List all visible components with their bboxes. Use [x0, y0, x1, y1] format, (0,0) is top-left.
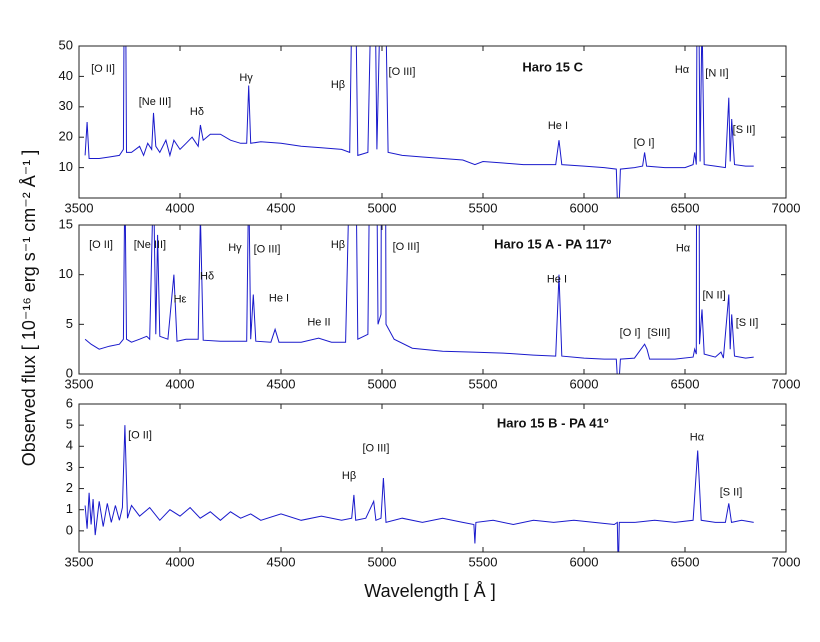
line-label: Hα	[675, 64, 690, 76]
x-tick-label: 3500	[65, 376, 94, 391]
x-tick-label: 5500	[469, 376, 498, 391]
x-tick-label: 5000	[368, 554, 397, 569]
line-label: [Ne III]	[139, 96, 171, 108]
y-tick-label: 3	[66, 459, 73, 474]
line-label: Hα	[676, 243, 691, 255]
x-tick-label: 7000	[772, 376, 801, 391]
x-tick-label: 6000	[570, 376, 599, 391]
line-label: [O III]	[393, 241, 420, 253]
line-label: [O I]	[634, 137, 655, 149]
x-tick-label: 5500	[469, 554, 498, 569]
line-label: [N II]	[702, 289, 725, 301]
line-label: He I	[547, 274, 567, 286]
line-label: [Ne III]	[134, 239, 166, 251]
y-tick-label: 0	[66, 522, 73, 537]
y-tick-label: 10	[59, 159, 73, 174]
line-label: [S II]	[733, 124, 756, 136]
spectrum-line	[84, 225, 754, 374]
line-label: [O II]	[128, 430, 152, 442]
line-label: Hγ	[239, 72, 253, 84]
line-label: Hβ	[331, 239, 345, 251]
line-label: [S II]	[720, 487, 743, 499]
line-label: [O II]	[91, 63, 115, 75]
y-tick-label: 15	[59, 216, 73, 231]
line-label: [O I]	[620, 327, 641, 339]
plot-frame	[78, 403, 787, 553]
spectrum-line	[84, 46, 754, 198]
line-label: He I	[548, 120, 568, 132]
x-tick-label: 5000	[368, 376, 397, 391]
line-label: He I	[269, 292, 289, 304]
x-tick-label: 6500	[671, 554, 700, 569]
y-tick-label: 20	[59, 129, 73, 144]
x-tick-label: 4000	[166, 554, 195, 569]
line-label: Hγ	[228, 242, 242, 254]
line-label: [O II]	[89, 239, 113, 251]
spectrum-line	[84, 425, 754, 552]
y-tick-label: 10	[59, 266, 73, 281]
line-label: [S II]	[736, 317, 759, 329]
line-label: Hδ	[200, 271, 214, 283]
y-tick-label: 40	[59, 68, 73, 83]
line-label: Hδ	[190, 106, 204, 118]
line-label: Hα	[690, 432, 705, 444]
x-tick-label: 6500	[671, 200, 700, 215]
x-axis-label: Wavelength [ Å ]	[364, 581, 495, 601]
x-tick-label: 7000	[772, 200, 801, 215]
y-tick-label: 0	[66, 365, 73, 380]
line-label: [O III]	[254, 244, 281, 256]
y-tick-label: 5	[66, 316, 73, 331]
panel-title: Haro 15 A - PA 117º	[494, 236, 611, 251]
x-tick-label: 5000	[368, 200, 397, 215]
x-tick-label: 3500	[65, 200, 94, 215]
y-tick-label: 50	[59, 37, 73, 52]
x-tick-label: 4500	[267, 200, 296, 215]
x-tick-label: 3500	[65, 554, 94, 569]
line-label: Hε	[174, 293, 187, 305]
x-tick-label: 6000	[570, 554, 599, 569]
y-tick-label: 1	[66, 501, 73, 516]
panel-title: Haro 15 B - PA 41º	[497, 415, 609, 430]
y-tick-label: 30	[59, 98, 73, 113]
x-tick-label: 4000	[166, 200, 195, 215]
y-tick-label: 5	[66, 417, 73, 432]
y-tick-label: 4	[66, 438, 73, 453]
panel-title: Haro 15 C	[522, 59, 583, 74]
x-tick-label: 7000	[772, 554, 801, 569]
x-tick-label: 4500	[267, 554, 296, 569]
line-label: Hβ	[331, 79, 345, 91]
x-tick-label: 6500	[671, 376, 700, 391]
plot-frame	[78, 224, 787, 375]
x-tick-label: 4000	[166, 376, 195, 391]
y-tick-label: 2	[66, 480, 73, 495]
x-tick-label: 4500	[267, 376, 296, 391]
line-label: He II	[307, 316, 330, 328]
x-tick-label: 5500	[469, 200, 498, 215]
y-tick-label: 6	[66, 395, 73, 410]
line-label: [O III]	[362, 442, 389, 454]
plot-frame	[78, 45, 787, 199]
line-label: [N II]	[705, 67, 728, 79]
y-axis-label: Observed flux [ 10⁻¹⁶ erg s⁻¹ cm⁻² Å⁻¹ ]	[19, 150, 39, 467]
line-label: Hβ	[342, 470, 356, 482]
line-label: [O III]	[389, 66, 416, 78]
x-tick-label: 6000	[570, 200, 599, 215]
line-label: [SIII]	[648, 327, 671, 339]
